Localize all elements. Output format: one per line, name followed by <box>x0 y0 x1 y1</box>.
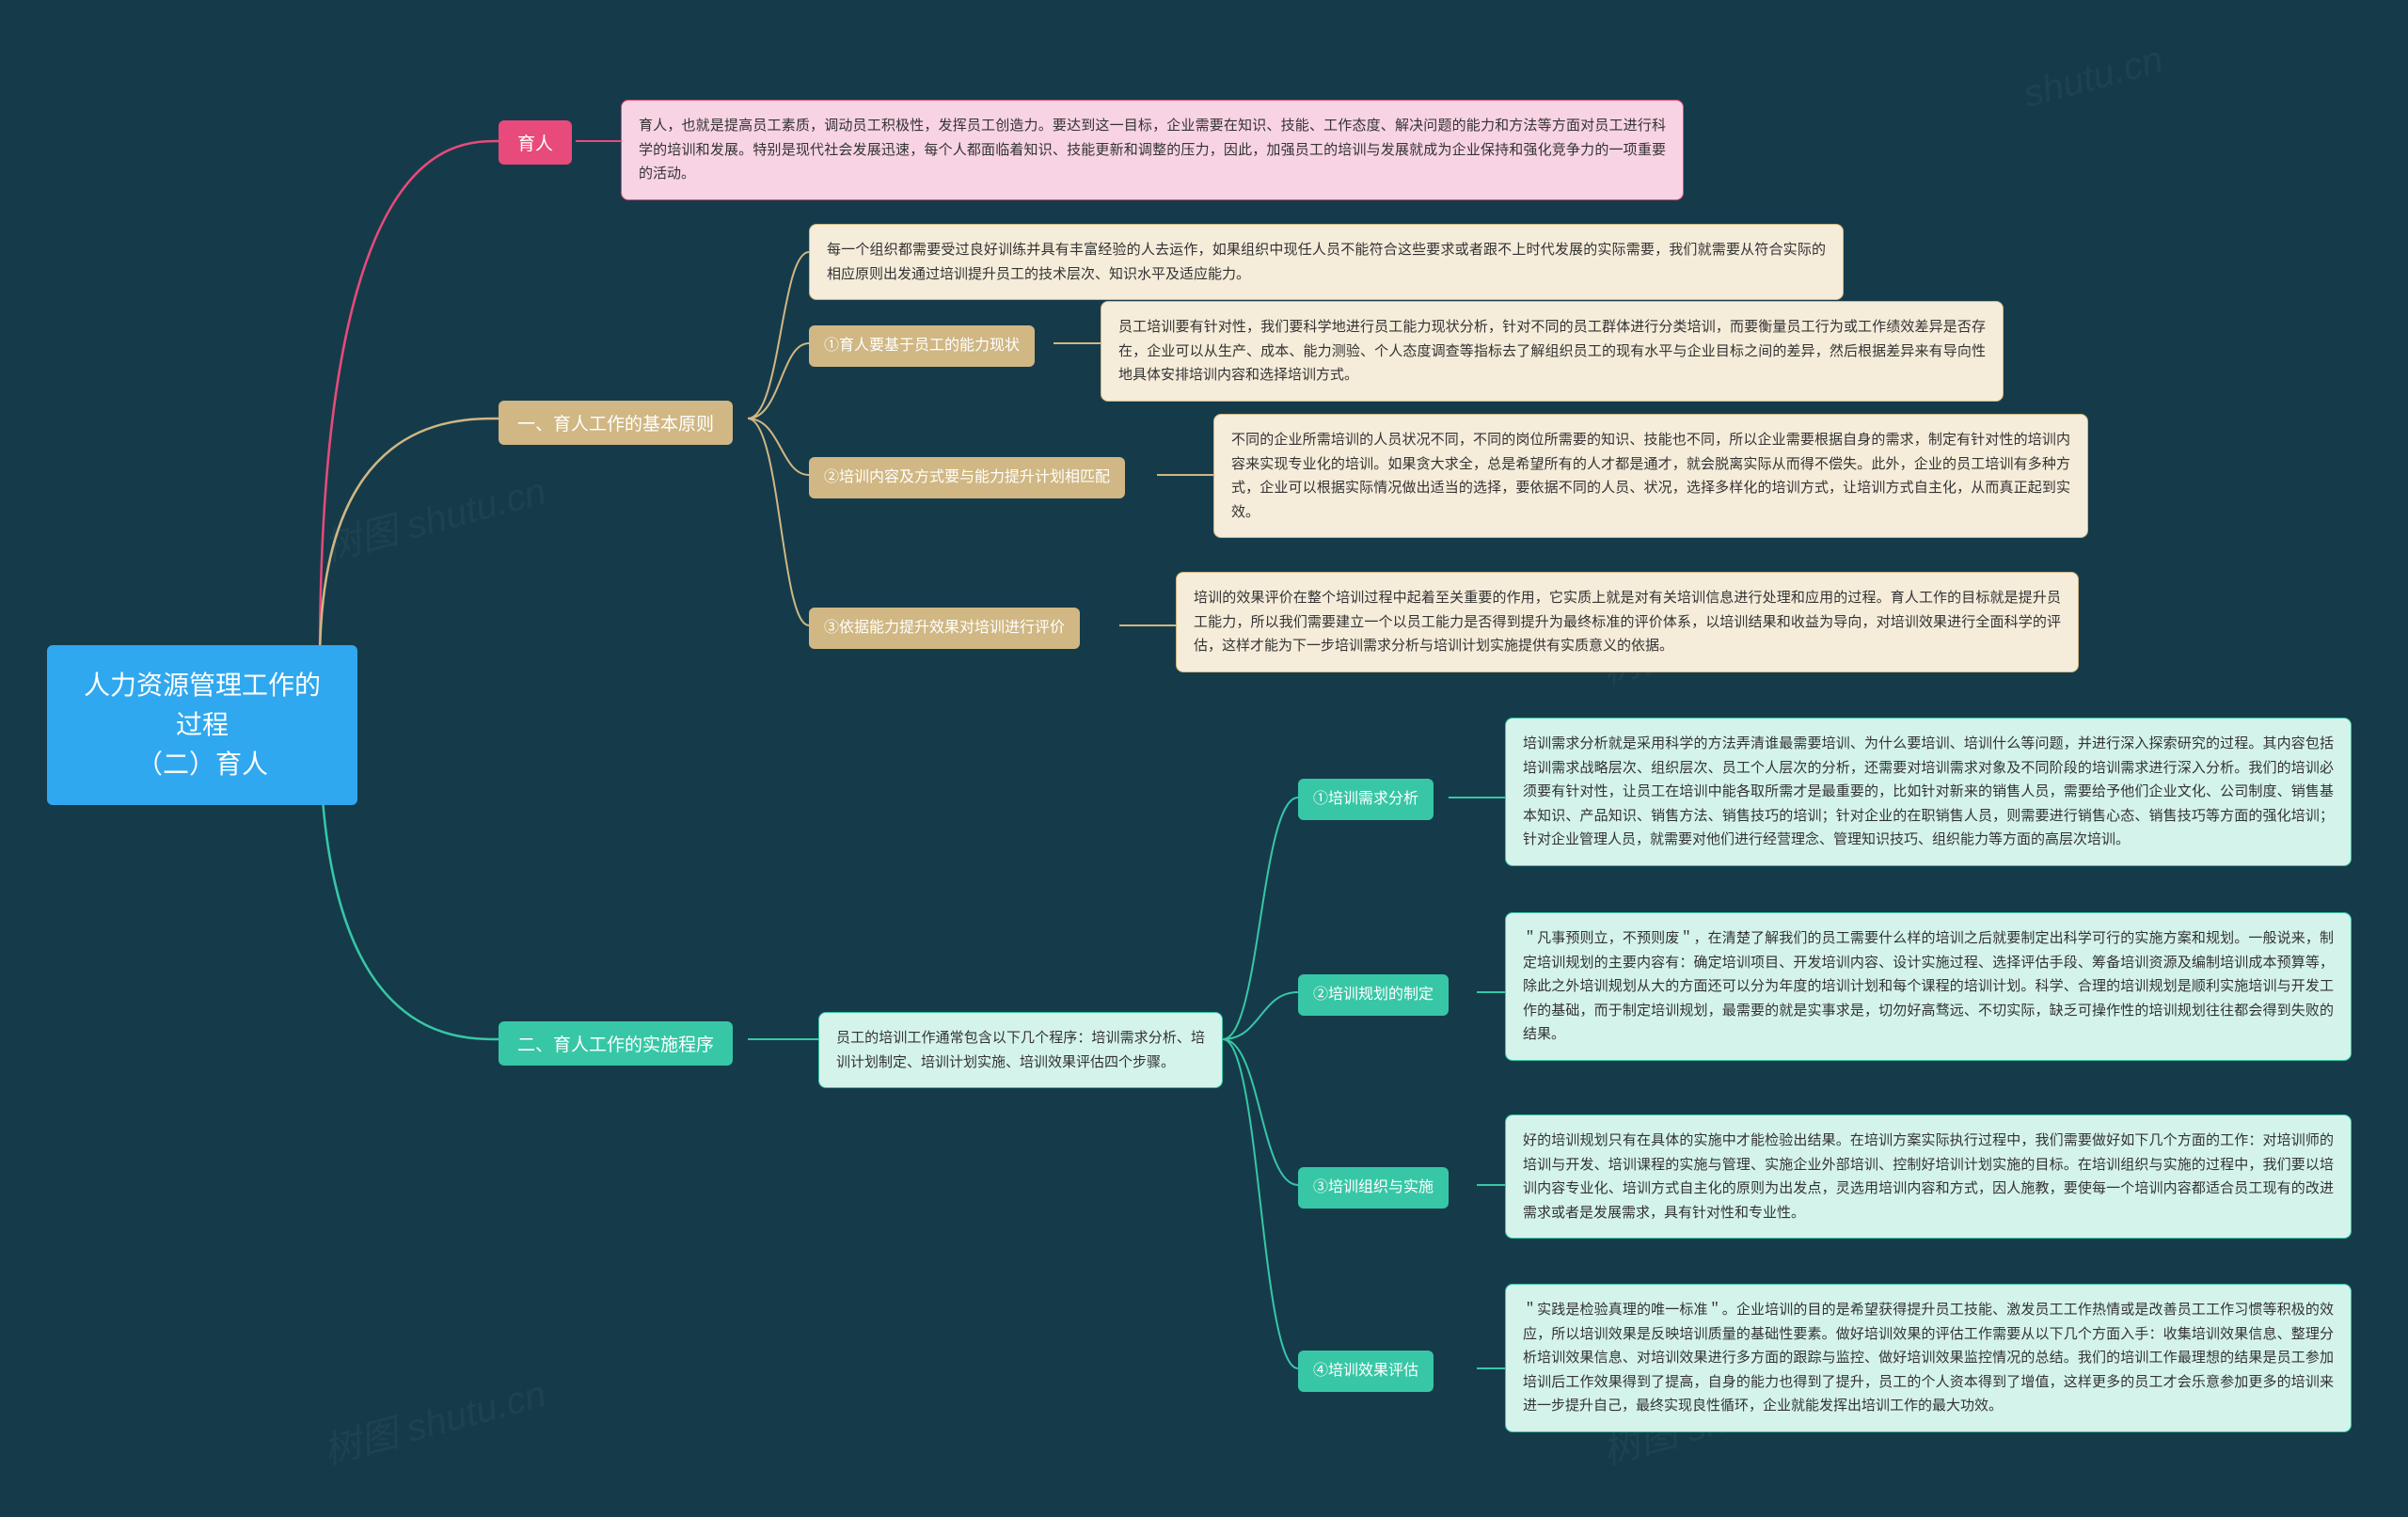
root-node[interactable]: 人力资源管理工作的过程 （二）育人 <box>47 645 357 805</box>
topic-yuren-label: 育人 <box>517 134 553 154</box>
leaf-procedure-intro-text: 员工的培训工作通常包含以下几个程序：培训需求分析、培训计划制定、培训计划实施、培… <box>836 1030 1205 1070</box>
leaf-procedure-3-text: 好的培训规划只有在具体的实施中才能检验出结果。在培训方案实际执行过程中，我们需要… <box>1523 1132 2334 1221</box>
sub-principle-1[interactable]: ①育人要基于员工的能力现状 <box>809 325 1035 367</box>
leaf-principle-2: 不同的企业所需培训的人员状况不同，不同的岗位所需要的知识、技能也不同，所以企业需… <box>1213 414 2088 538</box>
sub-procedure-4[interactable]: ④培训效果评估 <box>1298 1351 1434 1392</box>
sub-procedure-3-label: ③培训组织与实施 <box>1313 1179 1434 1195</box>
watermark: 树图 shutu.cn <box>317 1364 551 1476</box>
leaf-procedure-2: ＂凡事预则立，不预则废＂，在清楚了解我们的员工需要什么样的培训之后就要制定出科学… <box>1505 912 2352 1061</box>
leaf-yuren: 育人，也就是提高员工素质，调动员工积极性，发挥员工创造力。要达到这一目标，企业需… <box>621 100 1684 200</box>
leaf-procedure-intro: 员工的培训工作通常包含以下几个程序：培训需求分析、培训计划制定、培训计划实施、培… <box>818 1012 1223 1088</box>
leaf-procedure-3: 好的培训规划只有在具体的实施中才能检验出结果。在培训方案实际执行过程中，我们需要… <box>1505 1114 2352 1239</box>
sub-procedure-4-label: ④培训效果评估 <box>1313 1363 1418 1379</box>
topic-procedure[interactable]: 二、育人工作的实施程序 <box>499 1021 733 1066</box>
sub-principle-3-label: ③依据能力提升效果对培训进行评价 <box>824 620 1065 636</box>
sub-principle-1-label: ①育人要基于员工的能力现状 <box>824 338 1020 354</box>
leaf-procedure-2-text: ＂凡事预则立，不预则废＂，在清楚了解我们的员工需要什么样的培训之后就要制定出科学… <box>1523 930 2334 1042</box>
topic-principles[interactable]: 一、育人工作的基本原则 <box>499 401 733 445</box>
sub-procedure-2[interactable]: ②培训规划的制定 <box>1298 974 1449 1016</box>
leaf-principle-3-text: 培训的效果评价在整个培训过程中起着至关重要的作用，它实质上就是对有关培训信息进行… <box>1194 590 2061 654</box>
leaf-procedure-1-text: 培训需求分析就是采用科学的方法弄清谁最需要培训、为什么要培训、培训什么等问题，并… <box>1523 735 2334 847</box>
leaf-principle-3: 培训的效果评价在整个培训过程中起着至关重要的作用，它实质上就是对有关培训信息进行… <box>1176 572 2079 672</box>
sub-procedure-1[interactable]: ①培训需求分析 <box>1298 779 1434 820</box>
leaf-principle-1-text: 员工培训要有针对性，我们要科学地进行员工能力现状分析，针对不同的员工群体进行分类… <box>1118 319 1986 383</box>
leaf-procedure-1: 培训需求分析就是采用科学的方法弄清谁最需要培训、为什么要培训、培训什么等问题，并… <box>1505 718 2352 866</box>
sub-principle-2[interactable]: ②培训内容及方式要与能力提升计划相匹配 <box>809 457 1125 498</box>
watermark: shutu.cn <box>2020 39 2168 117</box>
sub-procedure-3[interactable]: ③培训组织与实施 <box>1298 1167 1449 1209</box>
root-title-1: 人力资源管理工作的过程 <box>84 671 321 739</box>
root-title-2: （二）育人 <box>136 750 268 779</box>
sub-principle-2-label: ②培训内容及方式要与能力提升计划相匹配 <box>824 469 1110 485</box>
leaf-principles-intro-text: 每一个组织都需要受过良好训练并具有丰富经验的人去运作，如果组织中现任人员不能符合… <box>827 242 1826 282</box>
leaf-principle-2-text: 不同的企业所需培训的人员状况不同，不同的岗位所需要的知识、技能也不同，所以企业需… <box>1231 432 2070 520</box>
watermark: 树图 shutu.cn <box>317 461 551 573</box>
leaf-principle-1: 员工培训要有针对性，我们要科学地进行员工能力现状分析，针对不同的员工群体进行分类… <box>1101 301 2004 402</box>
topic-yuren[interactable]: 育人 <box>499 120 572 165</box>
leaf-yuren-text: 育人，也就是提高员工素质，调动员工积极性，发挥员工创造力。要达到这一目标，企业需… <box>639 118 1666 182</box>
sub-procedure-2-label: ②培训规划的制定 <box>1313 987 1434 1003</box>
topic-procedure-label: 二、育人工作的实施程序 <box>517 1035 714 1055</box>
leaf-procedure-4-text: ＂实践是检验真理的唯一标准＂。企业培训的目的是希望获得提升员工技能、激发员工工作… <box>1523 1302 2334 1414</box>
sub-principle-3[interactable]: ③依据能力提升效果对培训进行评价 <box>809 608 1080 649</box>
sub-procedure-1-label: ①培训需求分析 <box>1313 791 1418 807</box>
leaf-procedure-4: ＂实践是检验真理的唯一标准＂。企业培训的目的是希望获得提升员工技能、激发员工工作… <box>1505 1284 2352 1432</box>
leaf-principles-intro: 每一个组织都需要受过良好训练并具有丰富经验的人去运作，如果组织中现任人员不能符合… <box>809 224 1844 300</box>
topic-principles-label: 一、育人工作的基本原则 <box>517 415 714 435</box>
